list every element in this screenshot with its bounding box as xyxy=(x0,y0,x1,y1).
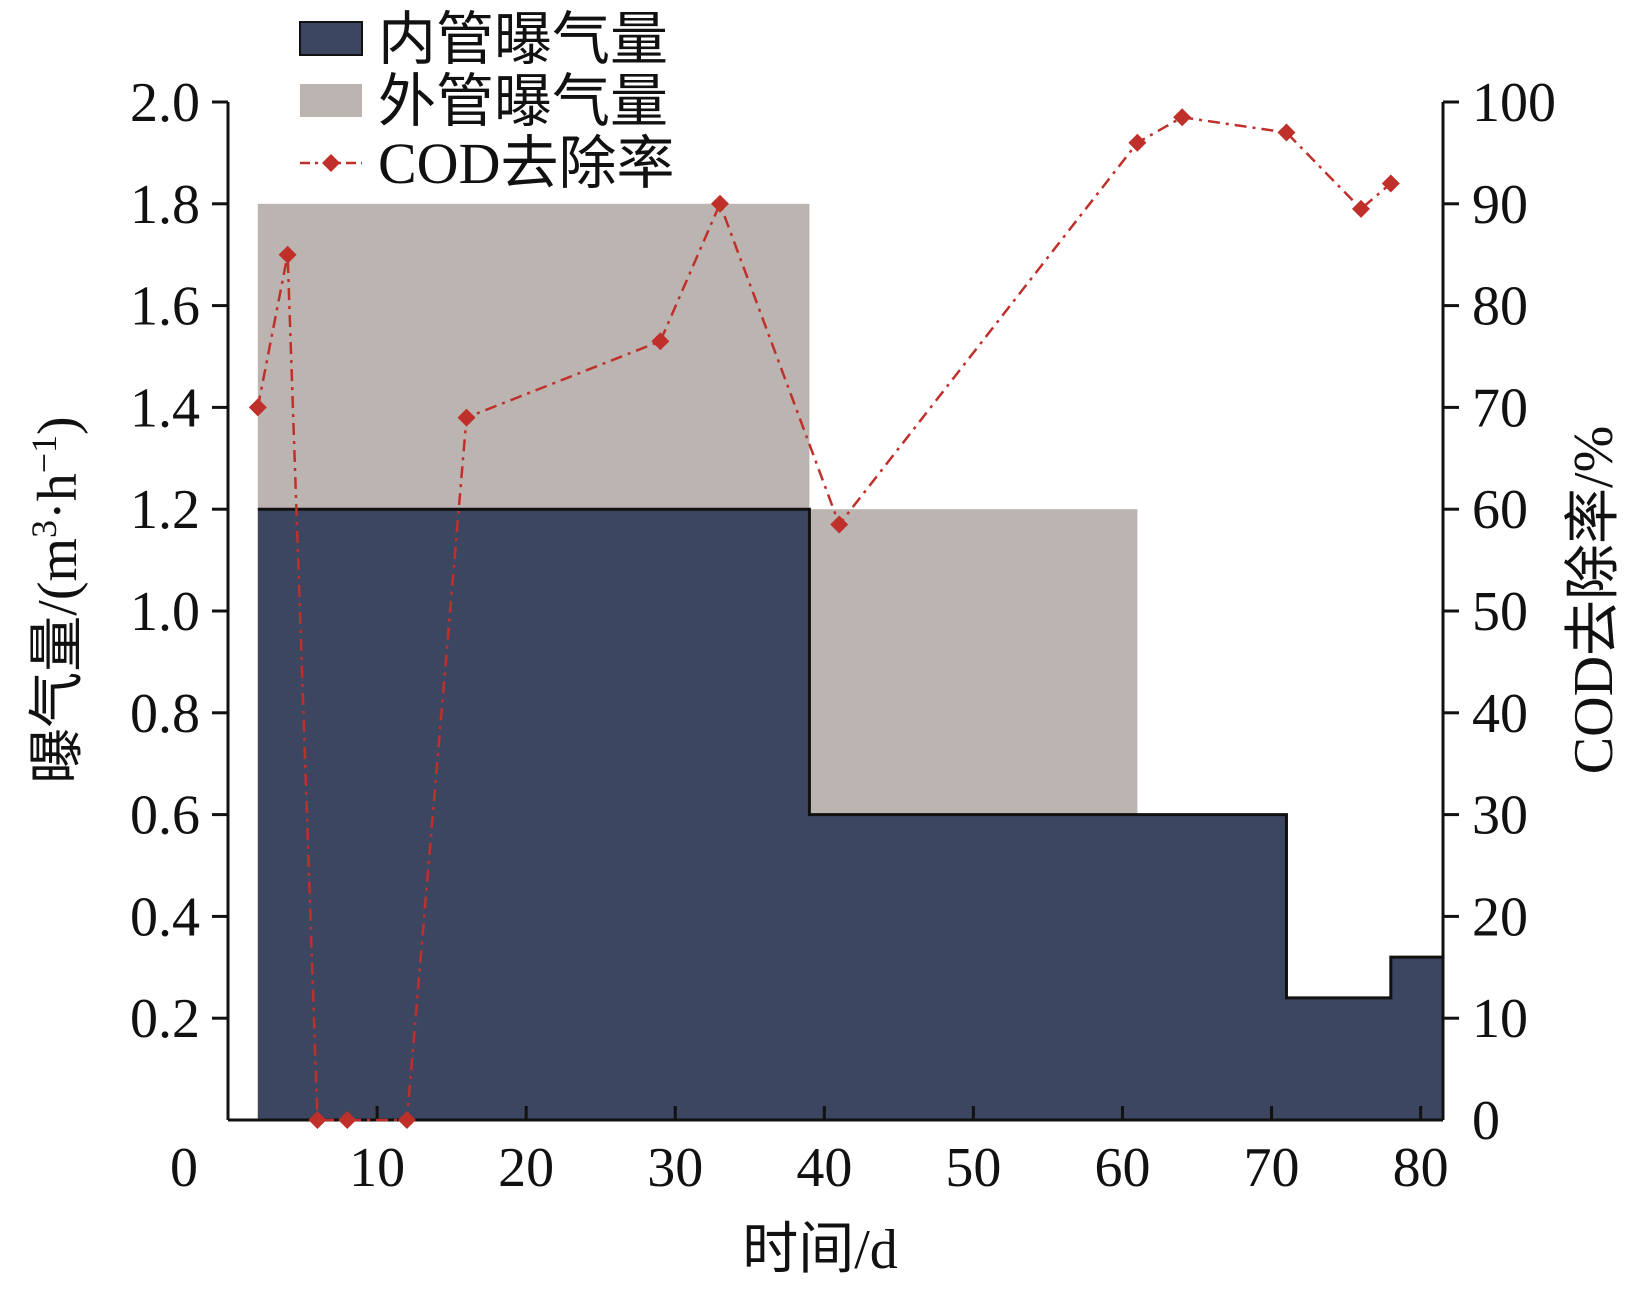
left-tick-label-0: 0.2 xyxy=(130,988,200,1050)
right-tick-label-80: 80 xyxy=(1472,276,1528,338)
inner-aeration-outline xyxy=(257,507,1443,1000)
x-tick-label-10: 10 xyxy=(349,1137,405,1199)
left-axis-title-sup-1: 3 xyxy=(24,520,64,538)
right-tick-label-100: 100 xyxy=(1472,72,1556,134)
right-tick-label-40: 40 xyxy=(1472,683,1528,745)
right-tick-label-60: 60 xyxy=(1472,479,1528,541)
x-tick-label-20: 20 xyxy=(498,1137,554,1199)
cod-point-7 xyxy=(651,332,670,351)
axis-titles: 时间/d COD去除率/% 曝气量/(m3·h−1) xyxy=(24,416,1625,1281)
legend-swatch-cod-marker xyxy=(322,154,340,172)
left-axis-title-part-1: 曝气量/(m xyxy=(27,538,89,784)
cod-point-11 xyxy=(1173,108,1192,127)
left-tick-label-1: 0.4 xyxy=(130,886,200,948)
cod-point-1 xyxy=(248,398,267,417)
right-tick-label-50: 50 xyxy=(1472,581,1528,643)
right-tick-label-0: 0 xyxy=(1472,1090,1500,1152)
cod-line-layer xyxy=(248,108,1400,1129)
cod-point-10 xyxy=(1128,133,1147,152)
cod-point-8 xyxy=(710,194,729,213)
left-axis-title-sup-2: −1 xyxy=(24,435,64,473)
x-tick-label-40: 40 xyxy=(796,1137,852,1199)
right-tick-label-10: 10 xyxy=(1472,988,1528,1050)
right-tick-label-90: 90 xyxy=(1472,174,1528,236)
cod-point-6 xyxy=(457,408,476,427)
left-tick-label-2: 0.6 xyxy=(130,785,200,847)
cod-point-3 xyxy=(308,1111,327,1129)
right-tick-label-70: 70 xyxy=(1472,377,1528,439)
legend-label-outer: 外管曝气量 xyxy=(378,69,668,134)
cod-point-2 xyxy=(278,245,297,264)
x-tick-label-70: 70 xyxy=(1244,1137,1300,1199)
left-tick-label-9: 2.0 xyxy=(130,72,200,134)
left-tick-label-6: 1.4 xyxy=(130,377,200,439)
x-tick-label-50: 50 xyxy=(945,1137,1001,1199)
left-axis-title-part-2: ·h xyxy=(27,473,89,520)
x-axis-title: 时间/d xyxy=(742,1219,898,1281)
legend-swatch-inner xyxy=(299,21,363,56)
cod-point-14 xyxy=(1381,174,1400,193)
area-layer xyxy=(257,203,1444,1121)
cod-point-5 xyxy=(397,1111,416,1129)
cod-point-12 xyxy=(1277,123,1296,142)
right-axis-title: COD去除率/% xyxy=(1563,426,1625,774)
axes-layer: 0 10 20 30 40 50 60 70 80 0.2 0.4 0.6 0.8 1.0 1.2 1.4 1.… xyxy=(130,72,1556,1199)
left-axis-title-part-3: ) xyxy=(27,416,89,435)
legend-swatch-outer xyxy=(300,84,362,117)
cod-point-4 xyxy=(338,1111,357,1129)
left-tick-label-5: 1.2 xyxy=(130,479,200,541)
legend-label-cod: COD去除率 xyxy=(378,131,674,196)
cod-point-13 xyxy=(1352,199,1371,218)
right-tick-label-30: 30 xyxy=(1472,785,1528,847)
legend-label-inner: 内管曝气量 xyxy=(378,7,668,72)
left-axis-title: 曝气量/(m3·h−1) xyxy=(24,416,89,783)
left-tick-label-8: 1.8 xyxy=(130,174,200,236)
x-tick-label-80: 80 xyxy=(1393,1137,1449,1199)
cod-point-9 xyxy=(830,515,849,534)
left-tick-label-4: 1.0 xyxy=(130,581,200,643)
left-tick-label-7: 1.6 xyxy=(130,276,200,338)
right-tick-label-20: 20 xyxy=(1472,886,1528,948)
left-tick-label-3: 0.8 xyxy=(130,683,200,745)
x-tick-label-60: 60 xyxy=(1094,1137,1150,1199)
x-tick-label-30: 30 xyxy=(647,1137,703,1199)
x-tick-label-0: 0 xyxy=(170,1137,198,1199)
